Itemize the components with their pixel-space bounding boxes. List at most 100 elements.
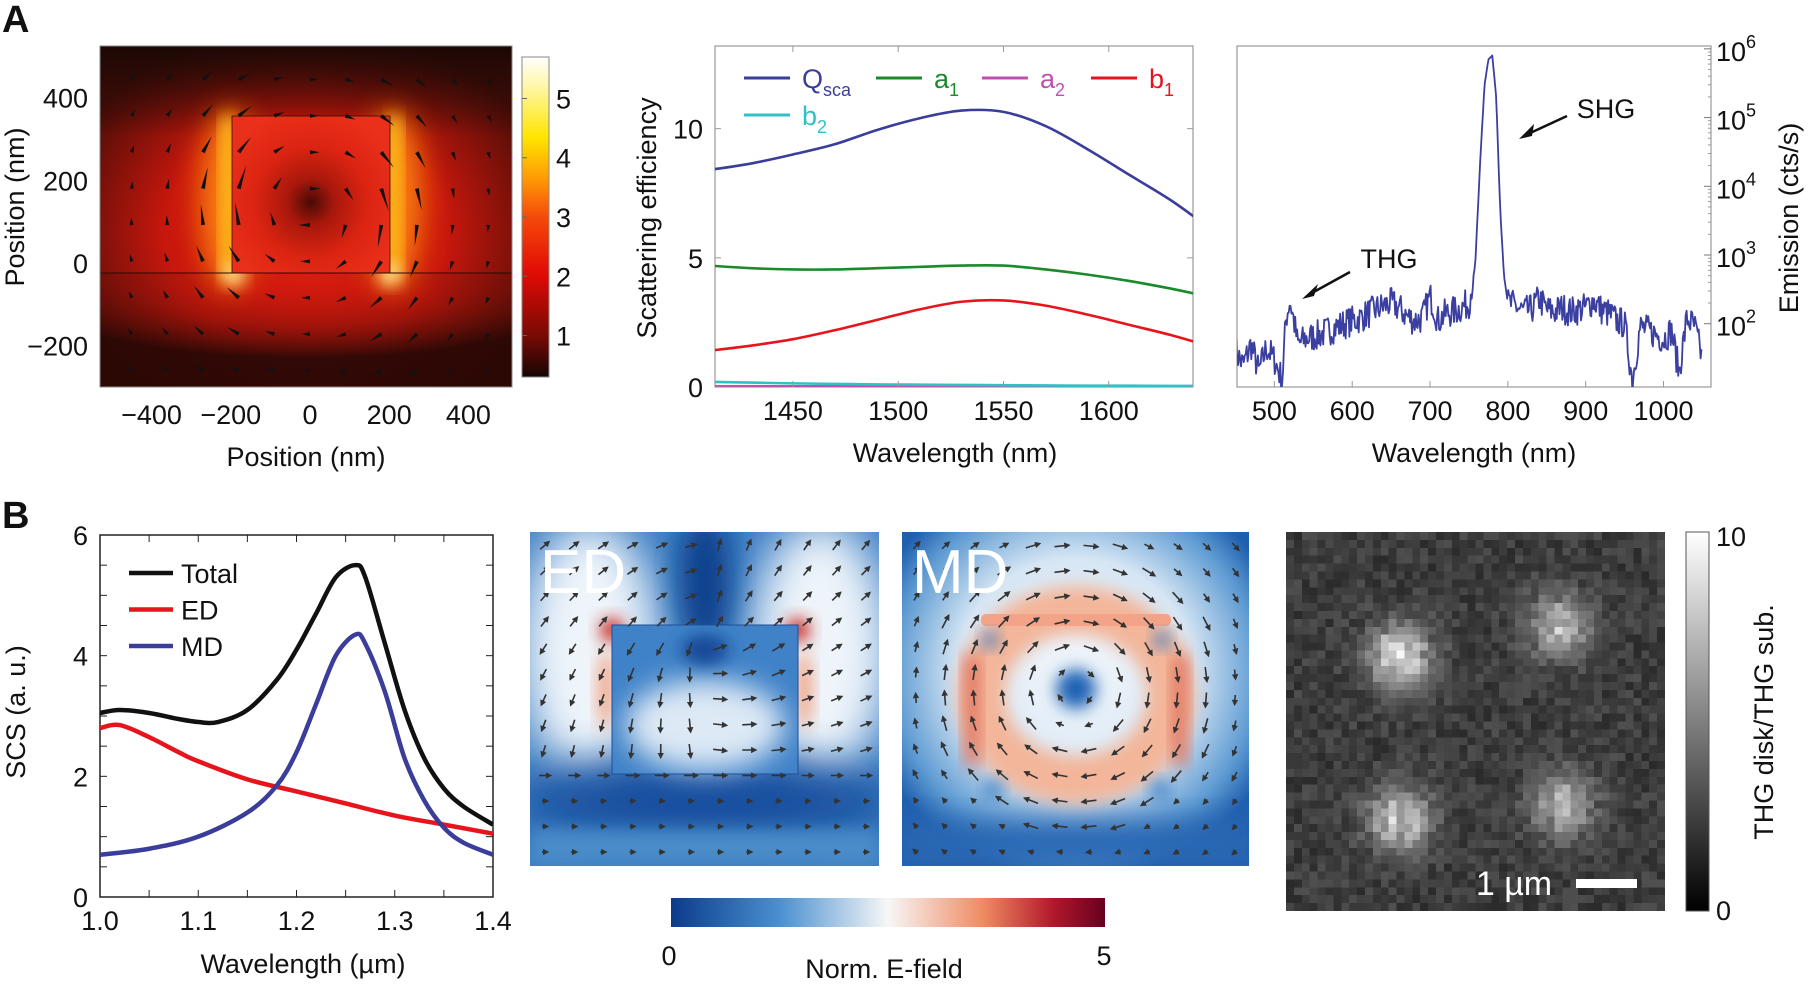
field-arrow (1080, 823, 1097, 831)
field-arrow (912, 717, 919, 729)
field-arrow (913, 590, 920, 601)
field-arrow (1142, 592, 1156, 603)
field-arrow (1231, 745, 1238, 757)
colorbar-max-label: 5 (1096, 941, 1111, 971)
field-arrow (128, 291, 134, 299)
ed-field-map (530, 532, 879, 866)
field-arrow (540, 719, 547, 733)
field-arrow (1231, 542, 1240, 552)
field-arrow (337, 368, 347, 373)
field-arrow (1084, 721, 1094, 728)
field-arrow (1054, 643, 1071, 651)
field-arrow (264, 253, 276, 263)
field-arrow (483, 369, 490, 376)
field-arrow (830, 746, 844, 753)
x-axis-label: Wavelength (µm) (200, 949, 405, 979)
field-arrow (803, 539, 812, 551)
field-arrow (486, 78, 493, 86)
field-arrow (235, 202, 241, 226)
field-arrow (598, 616, 608, 627)
field-arrow (860, 669, 873, 677)
field-arrow (742, 643, 757, 652)
y-tick-label: 0 (73, 249, 88, 279)
field-arrow (228, 245, 241, 263)
field-arrow (165, 73, 173, 81)
y-tick-base: 10 (1716, 174, 1746, 204)
md-field-map (902, 532, 1249, 866)
field-arrow (301, 332, 310, 337)
colorbar-tick-label: 4 (556, 144, 571, 174)
field-arrow (745, 564, 752, 577)
field-arrow (801, 669, 815, 677)
y-tick-label: 105 (1716, 101, 1756, 136)
field-arrow (912, 848, 920, 856)
field-arrow (407, 296, 419, 310)
field-arrow (598, 643, 606, 655)
field-arrow (1231, 694, 1239, 707)
x-tick-label: 600 (1330, 396, 1375, 426)
panel-label-b: B (2, 495, 29, 537)
field-arrow (237, 72, 251, 82)
field-arrow (941, 715, 948, 731)
field-arrow (831, 643, 843, 652)
field-arrow (716, 589, 723, 602)
field-arrow (999, 639, 1008, 655)
field-arrow (448, 296, 455, 306)
field-arrow (996, 742, 1008, 756)
field-arrow (970, 566, 980, 575)
field-arrow (415, 77, 428, 88)
field-arrow (380, 77, 394, 87)
field-arrow (1022, 822, 1039, 830)
field-arrow (1173, 568, 1183, 577)
field-arrow (801, 720, 815, 728)
field-arrow (300, 295, 310, 300)
field-arrow (1232, 643, 1239, 655)
field-arrow (713, 721, 729, 728)
field-arrow (1026, 849, 1035, 856)
colorbar-tick-label: 1 (556, 322, 571, 352)
field-arrow (380, 114, 395, 126)
x-tick-label: 1.3 (376, 906, 414, 936)
legend-label: MD (181, 632, 223, 662)
field-arrow (228, 365, 240, 373)
field-arrow (969, 589, 981, 603)
field-arrow (1202, 823, 1210, 831)
field-arrow (627, 667, 635, 683)
field-arrow (598, 668, 606, 681)
field-arrow (1112, 543, 1129, 551)
y-tick-label: 102 (1716, 307, 1756, 342)
thg-image-panel: 10 0 THG disk/THG sub. (1685, 522, 1779, 926)
field-arrow (1029, 664, 1037, 680)
field-arrow (998, 615, 1010, 628)
x-tick-label: 1500 (868, 396, 928, 426)
field-arrow (628, 743, 635, 760)
field-arrow (264, 293, 276, 300)
field-arrow (771, 669, 786, 677)
field-arrow (569, 719, 576, 733)
field-arrow (940, 848, 948, 856)
field-arrow (1141, 744, 1153, 758)
y-tick-label: 400 (43, 84, 88, 114)
field-arrow (802, 617, 813, 627)
field-arrow (860, 591, 872, 601)
y-tick-label: 0 (688, 373, 703, 403)
field-arrow (626, 642, 636, 656)
x-tick-label: 0 (302, 400, 317, 430)
arrowhead-icon (1302, 284, 1318, 299)
field-arrow (1144, 692, 1151, 709)
legend: Total ED MD (129, 559, 238, 662)
field-arrow (450, 151, 457, 162)
field-arrow (1202, 798, 1210, 805)
field-arrow (1057, 693, 1064, 702)
field-arrow (655, 567, 669, 575)
field-arrow (1083, 620, 1100, 627)
x-tick-label: 1000 (1633, 396, 1693, 426)
field-arrow (1201, 848, 1209, 856)
y-tick-label: −200 (27, 332, 88, 362)
field-arrow (1202, 616, 1211, 632)
field-arrow (1173, 641, 1182, 657)
legend-label-main: a (1040, 64, 1056, 94)
field-arrow (830, 720, 844, 727)
colorbar-label: THG disk/THG sub. (1749, 604, 1779, 840)
